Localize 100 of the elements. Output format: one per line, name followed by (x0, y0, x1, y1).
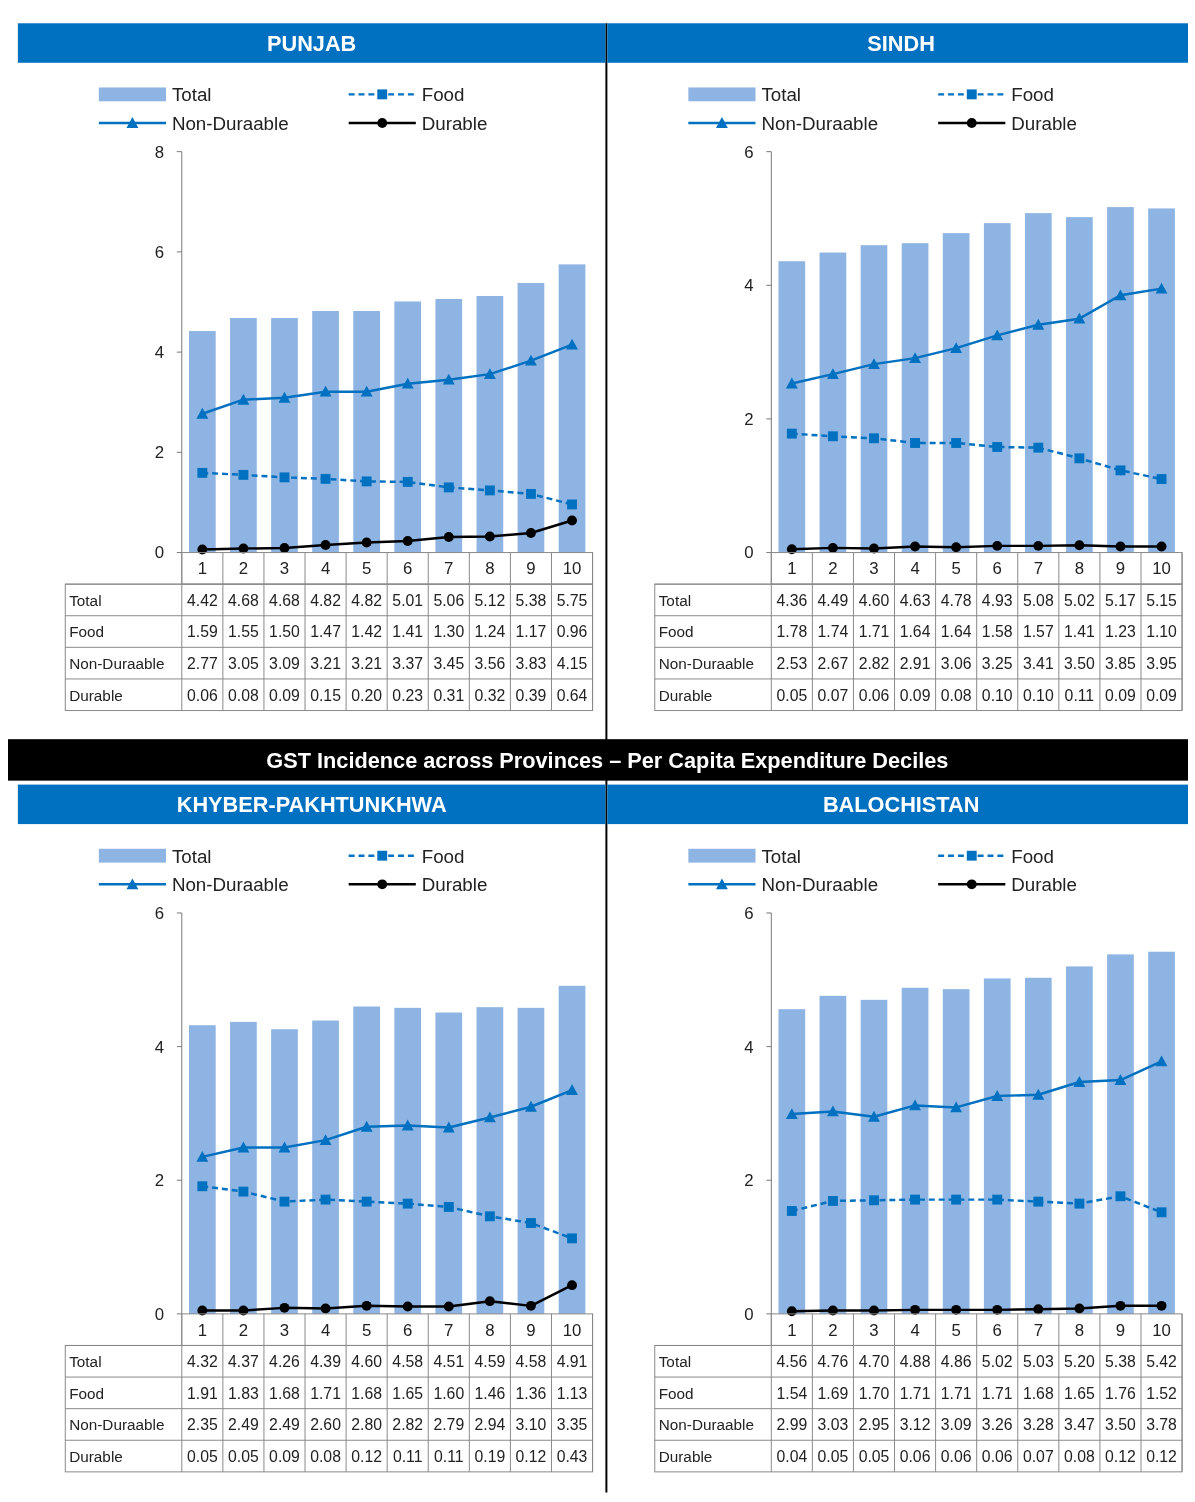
data-label: 2.53 (776, 655, 808, 673)
data-label: 0.06 (186, 686, 218, 704)
x-tick-label: 3 (279, 559, 290, 579)
data-label: 3.78 (1146, 1416, 1178, 1434)
data-label: 1.64 (899, 623, 931, 641)
point (567, 1233, 577, 1244)
point (484, 1211, 495, 1222)
x-tick-label: 4 (910, 559, 920, 579)
x-tick-label: 7 (444, 559, 454, 579)
data-label: 3.21 (351, 655, 382, 673)
data-label: 0.05 (776, 686, 808, 704)
point (869, 433, 879, 444)
legend-label: Total (171, 845, 212, 867)
point (1074, 1303, 1085, 1314)
text: Durable (658, 686, 713, 704)
chart-title: GST Incidence across Provinces – Per Capita Expenditure Deciles (266, 747, 949, 773)
x-tick-label: 8 (485, 559, 495, 579)
legend-label: Non-Duraable (761, 874, 879, 896)
data-label: 4.59 (474, 1353, 506, 1371)
data-label: 1.42 (351, 623, 382, 641)
data-label: 1.50 (269, 623, 301, 641)
point (1032, 318, 1045, 330)
point (320, 1303, 331, 1314)
point (279, 472, 290, 483)
data-label: 0.12 (515, 1447, 547, 1465)
text: Durable (69, 686, 123, 704)
data-label: 0.39 (515, 686, 547, 704)
data-label: 0.11 (1064, 686, 1095, 704)
data-label: 0.10 (1022, 686, 1054, 704)
point (869, 1195, 879, 1206)
data-label: 5.42 (1146, 1353, 1177, 1371)
point (402, 476, 413, 487)
data-label: 1.58 (981, 623, 1013, 641)
data-label: 4.60 (351, 1353, 383, 1371)
point (868, 358, 880, 370)
data-label: 1.65 (1064, 1384, 1095, 1402)
x-tick-label: 10 (1152, 559, 1171, 579)
x-tick-label: 7 (1033, 559, 1043, 579)
data-label: 0.11 (434, 1447, 464, 1465)
data-label: 5.03 (1022, 1353, 1054, 1371)
point (279, 543, 290, 553)
data-label: 3.06 (940, 655, 972, 673)
data-label: 2.79 (433, 1416, 465, 1434)
legend-label: Durable (1011, 112, 1077, 134)
point (360, 385, 373, 397)
data-label: 5.12 (474, 591, 506, 609)
data-label: 5.17 (1105, 591, 1136, 609)
point (910, 541, 921, 552)
data-label: 4.58 (515, 1353, 547, 1371)
data-label: 1.55 (228, 623, 259, 641)
point (991, 1090, 1004, 1101)
data-label: 3.05 (228, 655, 259, 673)
x-tick-label: 5 (361, 559, 372, 579)
data-label: 2.49 (228, 1416, 259, 1434)
point (909, 352, 921, 364)
data-label: 4.68 (228, 591, 259, 609)
point (991, 329, 1004, 341)
text: Non-Duraable (69, 655, 165, 673)
bar (778, 261, 806, 553)
point (1033, 540, 1044, 551)
point (402, 1301, 413, 1312)
data-label: 1.13 (556, 1384, 588, 1402)
point (1156, 541, 1167, 552)
data-label: 4.86 (940, 1353, 972, 1371)
point (197, 467, 208, 478)
data-label: 2.82 (392, 1416, 424, 1434)
point (827, 542, 838, 553)
x-tick-label: 6 (992, 1320, 1002, 1340)
data-label: 1.68 (1022, 1384, 1054, 1402)
data-label: 0.06 (981, 1447, 1013, 1465)
y-tick-label: 0 (154, 1304, 165, 1324)
x-tick-label: 2 (238, 1320, 249, 1340)
data-label: 5.06 (433, 591, 465, 609)
x-tick-label: 8 (1074, 559, 1085, 579)
y-tick-label: 4 (744, 276, 754, 296)
point (868, 1110, 880, 1122)
x-tick-label: 6 (992, 559, 1002, 579)
data-label: 2.99 (776, 1416, 808, 1434)
point (1115, 465, 1126, 476)
point (401, 377, 414, 389)
data-label: 2.91 (899, 655, 931, 673)
data-label: 5.08 (1022, 591, 1054, 609)
point (786, 1206, 797, 1216)
bar (901, 243, 929, 553)
data-label: 1.17 (515, 623, 547, 641)
data-label: 1.64 (940, 623, 972, 641)
data-label: 2.77 (186, 655, 218, 673)
point (443, 1202, 454, 1212)
point (950, 342, 963, 354)
point (785, 377, 798, 389)
point (526, 488, 536, 499)
data-label: 1.83 (228, 1384, 259, 1402)
x-tick-label: 9 (1115, 1320, 1126, 1340)
data-label: 3.47 (1064, 1416, 1095, 1434)
text: Total (69, 1353, 102, 1371)
point (992, 442, 1003, 452)
point (827, 1196, 838, 1206)
text: Food (69, 1384, 105, 1402)
data-label: 0.09 (899, 686, 931, 704)
text: Non-Duraable (658, 1416, 754, 1434)
